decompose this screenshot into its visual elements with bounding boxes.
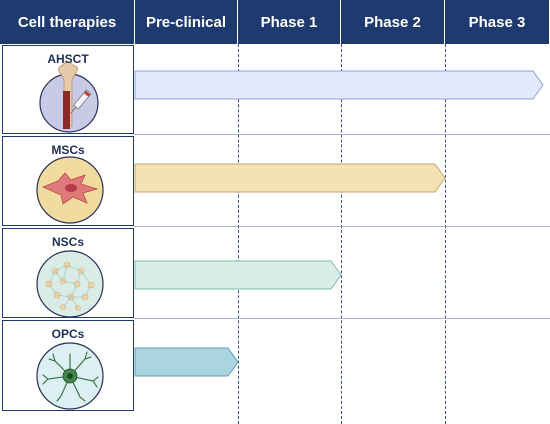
row-divider xyxy=(134,226,550,227)
therapy-name: MSCs xyxy=(51,143,85,157)
stage-divider xyxy=(445,44,446,424)
oligodendrocyte-icon xyxy=(36,342,104,410)
therapy-name: NSCs xyxy=(51,235,84,249)
header-stage-preclinical: Pre-clinical xyxy=(135,0,238,44)
stage-divider xyxy=(341,44,342,424)
row-divider xyxy=(134,134,550,135)
row-divider xyxy=(134,318,550,319)
bone-syringe-icon xyxy=(39,61,99,133)
therapy-name: AHSCT xyxy=(47,52,89,66)
header-stage-phase2: Phase 2 xyxy=(341,0,445,44)
progress-bar-mscs xyxy=(134,163,446,193)
stage-divider xyxy=(238,44,239,424)
header-cell-therapies: Cell therapies xyxy=(0,0,135,44)
therapy-cell-nscs: NSCs xyxy=(2,228,134,318)
header-stage-phase1: Phase 1 xyxy=(238,0,341,44)
mesenchymal-cell-icon xyxy=(36,156,104,224)
header-stage-phase3: Phase 3 xyxy=(445,0,550,44)
therapy-cell-ahsct: AHSCT xyxy=(2,45,134,134)
neural-network-icon xyxy=(36,250,104,318)
progress-bar-opcs xyxy=(134,347,239,377)
therapy-cell-mscs: MSCs xyxy=(2,136,134,226)
progress-bar-ahsct xyxy=(134,70,544,100)
therapy-name: OPCs xyxy=(51,327,85,341)
therapy-cell-opcs: OPCs xyxy=(2,320,134,411)
progress-bar-nscs xyxy=(134,260,342,290)
